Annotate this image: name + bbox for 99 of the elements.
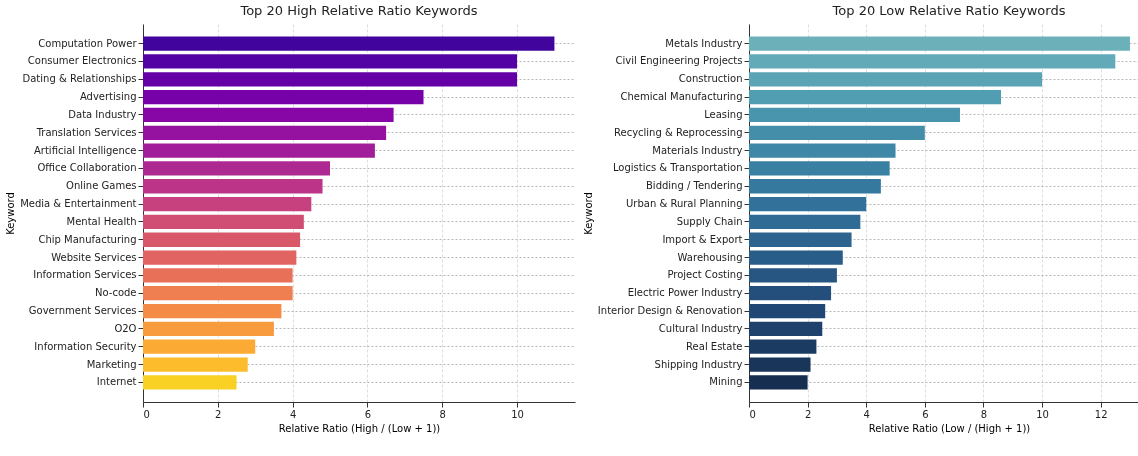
chart-title: Top 20 High Relative Ratio Keywords [239,3,478,18]
y-tick-label: Translation Services [35,126,137,138]
y-tick-label: Online Games [66,180,137,192]
y-tick-label: Mental Health [66,215,137,227]
bar [143,232,301,247]
x-tick-label: 4 [863,408,870,420]
bar [749,303,826,319]
y-tick-label: Urban & Rural Planning [625,198,743,210]
y-tick-label: Warehousing [677,251,743,263]
y-axis-title: Keyword [5,192,17,235]
x-tick-label: 2 [215,408,222,420]
x-tick-label: 4 [289,408,297,420]
bar [143,161,331,176]
y-tick-label: Interior Design & Renovation [597,305,743,317]
y-tick-label: Project Costing [667,269,743,281]
x-tick-label: 8 [980,408,988,420]
y-tick-label: Office Collaboration [37,162,137,174]
bar [143,214,304,230]
y-tick-label: Logistics & Transportation [612,162,743,174]
y-tick-label: Marketing [86,358,137,370]
bar [749,286,832,301]
x-axis-title: Relative Ratio (High / (Low + 1)) [278,422,441,434]
y-tick-label: Leasing [704,108,743,120]
y-tick-label: Chemical Manufacturing [620,91,743,103]
y-tick-label: No-code [94,287,137,299]
chart-title: Top 20 Low Relative Ratio Keywords [831,3,1066,18]
y-tick-label: Shipping Industry [654,358,743,370]
bar [143,357,248,372]
bar [749,375,808,390]
y-tick-label: Internet [96,376,137,388]
bar [143,303,282,319]
bar [143,107,394,123]
bar [749,179,881,194]
y-tick-label: Construction [678,73,743,85]
y-tick-label: Recycling & Reprocessing [613,126,743,138]
bar [143,196,312,212]
y-axis-title: Keyword [582,192,594,235]
x-axis-title: Relative Ratio (Low / (High + 1)) [868,422,1031,434]
y-tick-label: Metals Industry [665,37,743,49]
bar [143,375,237,390]
bar [749,196,867,212]
y-tick-label: Real Estate [686,340,743,352]
y-tick-label: Artificial Intelligence [34,144,137,156]
y-tick-label: Import & Export [662,233,743,245]
bar [749,321,823,337]
x-tick-label: 10 [1036,408,1049,420]
y-tick-label: Materials Industry [652,144,743,156]
y-tick-label: Consumer Electronics [27,55,137,67]
y-tick-label: Civil Engineering Projects [615,55,743,67]
x-tick-label: 0 [749,408,756,420]
bar [749,89,1002,105]
x-tick-label: 10 [511,408,524,420]
y-tick-label: Dating & Relationships [22,73,137,85]
y-tick-label: Cultural Industry [658,322,743,334]
bar [143,179,323,194]
y-tick-label: Media & Entertainment [20,198,137,210]
bar [143,72,518,87]
bar [749,107,960,123]
bar [143,125,387,140]
y-tick-label: Chip Manufacturing [38,233,137,245]
y-tick-label: Computation Power [38,37,138,49]
bar [749,250,843,265]
bar [749,125,925,140]
bar [749,161,890,176]
x-tick-label: 6 [922,408,929,420]
bar [749,268,837,283]
bar [749,143,896,158]
bar [749,54,1116,69]
y-tick-label: Bidding / Tendering [646,180,743,192]
y-tick-label: Supply Chain [676,215,743,227]
bar [143,54,518,69]
y-tick-label: Government Services [28,305,137,317]
y-tick-label: Mining [709,376,743,388]
y-tick-label: O2O [114,322,137,334]
y-tick-label: Website Services [51,251,137,263]
bar [749,36,1130,51]
bar [749,339,817,354]
y-tick-label: Information Security [34,340,137,352]
x-tick-label: 12 [1094,408,1108,420]
y-tick-label: Electric Power Industry [627,287,743,299]
bar [749,232,852,247]
y-tick-label: Advertising [79,91,137,103]
bar [749,214,861,230]
x-tick-label: 2 [804,408,812,420]
y-tick-label: Information Services [33,269,137,281]
bar [143,268,293,283]
bar [143,143,375,158]
y-tick-label: Data Industry [68,108,137,120]
bar [143,286,293,301]
bar [143,36,555,51]
x-tick-label: 6 [364,408,372,420]
bar [143,250,297,265]
bar [143,321,274,337]
bar [749,72,1043,87]
x-tick-label: 0 [143,408,150,420]
bar [143,339,256,354]
x-tick-label: 8 [439,408,446,420]
bar [749,357,811,372]
bar [143,89,424,105]
